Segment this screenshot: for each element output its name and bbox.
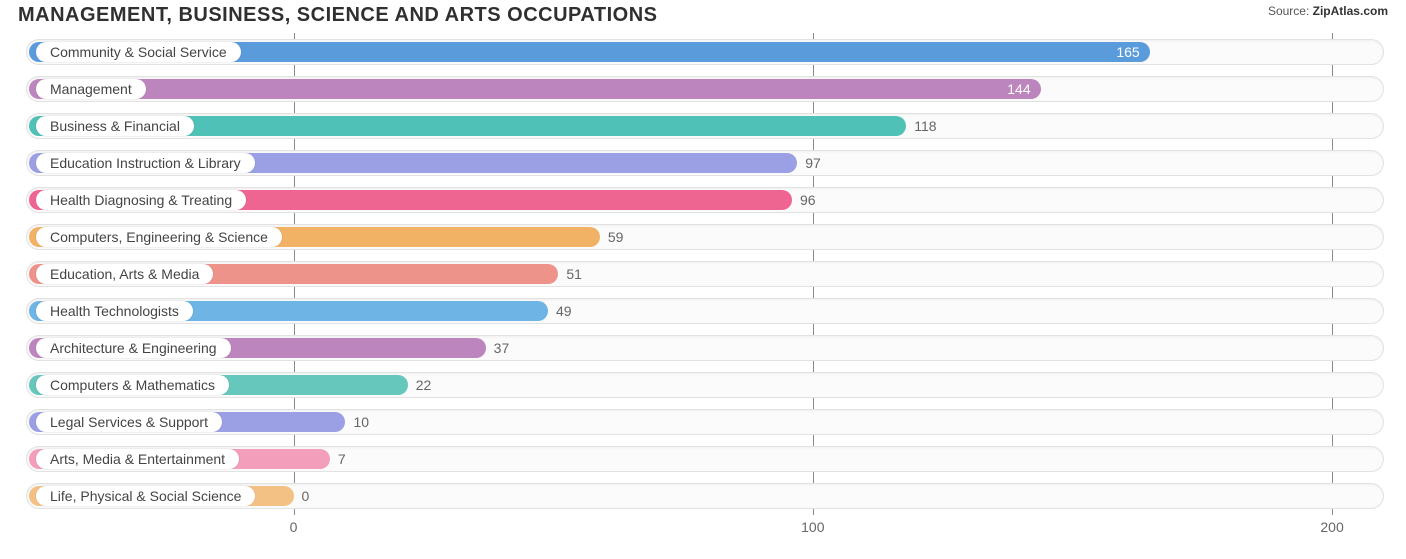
- chart-source: Source: ZipAtlas.com: [1268, 4, 1388, 18]
- bar-row: Legal Services & Support 10: [26, 407, 1384, 437]
- x-tick-label: 200: [1320, 519, 1343, 535]
- bar-label: Health Technologists: [36, 301, 193, 321]
- bar-label: Management: [36, 79, 146, 99]
- x-tick-label: 100: [801, 519, 824, 535]
- bar-label: Life, Physical & Social Science: [36, 486, 255, 506]
- bar-value: 10: [353, 414, 369, 430]
- bar-value: 118: [914, 118, 936, 134]
- bar-row: Health Diagnosing & Treating 96: [26, 185, 1384, 215]
- bar-value: 22: [416, 377, 432, 393]
- bar-label: Education, Arts & Media: [36, 264, 213, 284]
- bar-row: Life, Physical & Social Science 0: [26, 481, 1384, 511]
- bar-row: Community & Social Service 165: [26, 37, 1384, 67]
- bar-label: Health Diagnosing & Treating: [36, 190, 246, 210]
- bar-row: Computers & Mathematics 22: [26, 370, 1384, 400]
- bar-label: Community & Social Service: [36, 42, 241, 62]
- chart-title: MANAGEMENT, BUSINESS, SCIENCE AND ARTS O…: [18, 4, 657, 27]
- bar-value: 7: [338, 451, 346, 467]
- bar-row: Computers, Engineering & Science 59: [26, 222, 1384, 252]
- x-tick-label: 0: [290, 519, 298, 535]
- chart: Community & Social Service 165 Management 1…: [10, 29, 1396, 537]
- bar-label: Architecture & Engineering: [36, 338, 231, 358]
- bar-row: Architecture & Engineering 37: [26, 333, 1384, 363]
- bar-value: 97: [805, 155, 821, 171]
- bar-row: Business & Financial 118: [26, 111, 1384, 141]
- bar-row: Management 144: [26, 74, 1384, 104]
- bar-row: Education, Arts & Media 51: [26, 259, 1384, 289]
- bar-label: Computers & Mathematics: [36, 375, 229, 395]
- bar-row: Education Instruction & Library 97: [26, 148, 1384, 178]
- bar-label: Computers, Engineering & Science: [36, 227, 282, 247]
- bar-value: 59: [608, 229, 624, 245]
- bar: [29, 79, 1041, 99]
- bar-label: Education Instruction & Library: [36, 153, 255, 173]
- bar-label: Arts, Media & Entertainment: [36, 449, 239, 469]
- bar-row: Arts, Media & Entertainment 7: [26, 444, 1384, 474]
- source-name: ZipAtlas.com: [1313, 4, 1388, 18]
- bar-row: Health Technologists 49: [26, 296, 1384, 326]
- bar-value: 0: [302, 488, 310, 504]
- bar-value: 37: [494, 340, 510, 356]
- chart-header: MANAGEMENT, BUSINESS, SCIENCE AND ARTS O…: [10, 4, 1396, 29]
- bar-rows: Community & Social Service 165 Management 1…: [26, 33, 1384, 515]
- bar-label: Business & Financial: [36, 116, 194, 136]
- bar-value: 96: [800, 192, 816, 208]
- source-prefix: Source:: [1268, 4, 1313, 18]
- bar-label: Legal Services & Support: [36, 412, 222, 432]
- bar-value: 144: [1007, 81, 1030, 97]
- bar-value: 165: [1116, 44, 1139, 60]
- bar-value: 49: [556, 303, 572, 319]
- bar-value: 51: [566, 266, 582, 282]
